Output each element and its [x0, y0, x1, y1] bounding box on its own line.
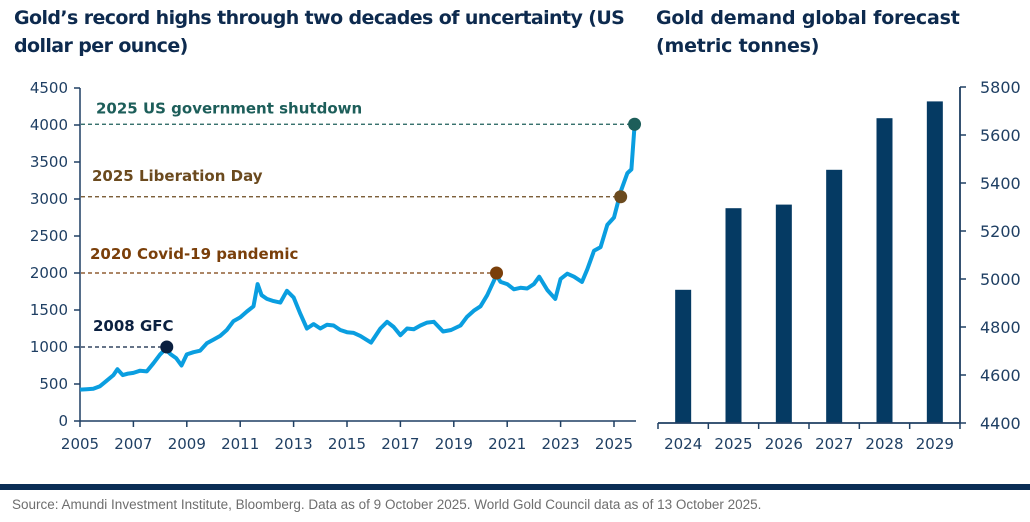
- line-chart-x-tick-label: 2013: [275, 435, 313, 453]
- line-chart-y-tick-label: 2000: [30, 264, 68, 282]
- bar-chart-x-tick-label: 2027: [815, 435, 853, 453]
- bar-chart-x-tick-label: 2029: [916, 435, 954, 453]
- line-chart-y-tick-label: 0: [58, 412, 68, 430]
- line-chart-x-tick-label: 2005: [61, 435, 99, 453]
- line-chart-y-tick-label: 3500: [30, 153, 68, 171]
- charts-canvas: 2025 US government shutdown 2025 Liberati…: [30, 78, 1021, 453]
- bar-chart-x-tick-label: 2026: [765, 435, 803, 453]
- annotation-label: 2008 GFC: [93, 317, 174, 335]
- bar-chart-y-tick-label: 5000: [980, 270, 1021, 289]
- line-chart-x-tick-label: 2019: [435, 435, 473, 453]
- line-chart-x-tick-label: 2017: [381, 435, 419, 453]
- line-chart-y-tick-label: 4500: [30, 79, 68, 97]
- bar-2024: [675, 289, 692, 423]
- source-note: Source: Amundi Investment Institute, Blo…: [12, 497, 762, 512]
- annotation-marker: [614, 190, 628, 204]
- bar-chart-x-tick-label: 2028: [865, 435, 903, 453]
- annotation-label: 2025 Liberation Day: [92, 167, 263, 185]
- line-chart-x-tick-label: 2007: [114, 435, 152, 453]
- bar-chart-title: Gold demand global forecast (metric tonn…: [656, 7, 960, 57]
- line-chart-y-tick-label: 4000: [30, 116, 68, 134]
- line-chart-x-tick-label: 2009: [168, 435, 206, 453]
- line-chart-x-tick-label: 2023: [542, 435, 580, 453]
- line-chart-y-tick-label: 2500: [30, 227, 68, 245]
- bar-2028: [876, 118, 893, 423]
- line-chart-x-tick-label: 2015: [328, 435, 366, 453]
- line-chart-y-tick-label: 500: [39, 375, 68, 393]
- line-chart-x-tick-label: 2011: [221, 435, 259, 453]
- annotation-label: 2025 US government shutdown: [96, 99, 362, 117]
- line-chart-x-tick-label: 2021: [488, 435, 526, 453]
- bar-2027: [826, 169, 843, 423]
- annotation-label: 2020 Covid-19 pandemic: [90, 245, 298, 263]
- bar-chart-y-tick-label: 5200: [980, 222, 1021, 241]
- line-chart-title: Gold’s record highs through two decades …: [14, 7, 625, 57]
- bar-2029: [926, 101, 943, 424]
- bar-chart-x-tick-label: 2025: [714, 435, 752, 453]
- bar-chart-y-tick-label: 4400: [980, 414, 1021, 433]
- line-chart-x-tick-label: 2025: [595, 435, 633, 453]
- line-chart: 2025 US government shutdown 2025 Liberati…: [30, 79, 642, 453]
- line-chart-y-tick-label: 1500: [30, 301, 68, 319]
- line-chart-y-tick-label: 3000: [30, 190, 68, 208]
- bar-chart-y-tick-label: 4800: [980, 318, 1021, 337]
- bar-chart-y-tick-label: 4600: [980, 366, 1021, 385]
- annotation-marker: [490, 266, 504, 280]
- bar-2026: [775, 204, 792, 423]
- bar-chart-x-tick-label: 2024: [664, 435, 702, 453]
- bar-chart-y-tick-label: 5400: [980, 174, 1021, 193]
- bar-chart-y-tick-label: 5600: [980, 126, 1021, 145]
- annotation-marker: [628, 117, 642, 131]
- annotation-marker: [160, 340, 174, 354]
- bar-chart: 2024 2025 2026 2027 2028 2029 4400 4600 4800 500…: [657, 78, 1021, 453]
- bar-chart-y-tick-label: 5800: [980, 78, 1021, 97]
- bar-2025: [725, 208, 742, 423]
- line-chart-y-tick-label: 1000: [30, 338, 68, 356]
- footer-divider: [0, 484, 1030, 490]
